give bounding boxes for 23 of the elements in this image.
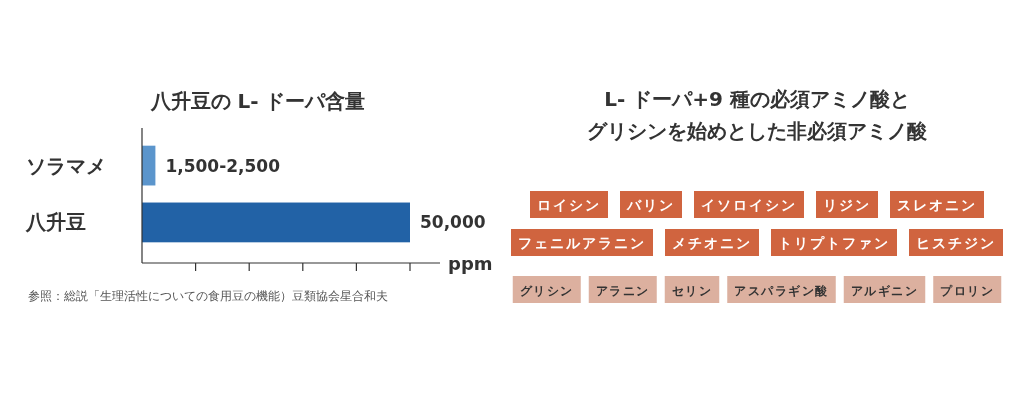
- text: ロイシン: [537, 197, 601, 213]
- text: メチオニン: [672, 235, 752, 251]
- y-tick-label: 八升豆: [25, 210, 86, 235]
- text: バリン: [626, 197, 675, 213]
- data-label: 50,000: [420, 212, 486, 233]
- text: 参照：総説「生理活性についての食用豆の機能）豆類協会星合和夫: [28, 289, 388, 303]
- text: アラニン: [595, 284, 650, 298]
- text: アスパラギン酸: [734, 284, 829, 298]
- text: ヒスチジン: [916, 235, 996, 251]
- text: プロリン: [940, 284, 995, 298]
- text: トリプトファン: [778, 235, 890, 251]
- text: グリシン: [519, 284, 574, 298]
- text: セリン: [671, 284, 713, 298]
- data-label: 1,500-2,500: [165, 155, 281, 176]
- chart-title: 八升豆の L- ドーパ含量: [149, 89, 366, 113]
- text: スレオニン: [897, 197, 977, 213]
- text: フェニルアラニン: [518, 235, 646, 251]
- y-tick-label: ソラマメ: [26, 153, 106, 178]
- text: イソロイシン: [701, 197, 797, 213]
- x-axis-title: ppm: [448, 253, 493, 274]
- text: アルギニン: [850, 284, 919, 298]
- text: リジン: [823, 197, 871, 213]
- text: L- ドーパ+9 種の必須アミノ酸とグリシンを始めとした非必須アミノ酸: [587, 87, 928, 143]
